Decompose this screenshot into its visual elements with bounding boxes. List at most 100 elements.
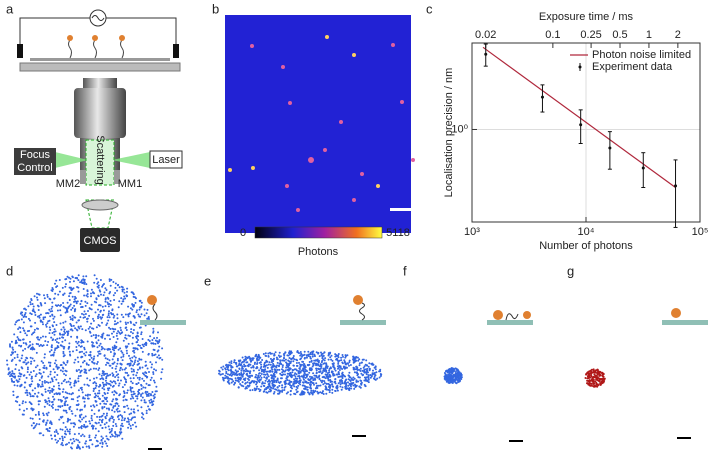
localisation <box>122 353 125 356</box>
localisation <box>260 373 263 375</box>
localisation <box>64 363 67 366</box>
localisation <box>355 384 358 387</box>
localisation <box>367 365 370 368</box>
localisation <box>82 275 85 278</box>
localisation <box>38 368 41 371</box>
localisation <box>124 334 127 337</box>
localisation <box>149 393 152 396</box>
emitter-spot <box>251 166 255 170</box>
localisation <box>22 327 25 330</box>
localisation <box>82 288 85 290</box>
localisation <box>103 374 105 376</box>
localisation <box>39 385 42 388</box>
localisation <box>449 370 452 373</box>
localisation <box>92 425 95 428</box>
localisation <box>289 367 292 370</box>
localisation <box>587 374 590 377</box>
localisation <box>95 439 98 442</box>
localisation <box>138 388 141 391</box>
localisation <box>272 377 275 380</box>
localisation <box>151 339 154 341</box>
localisation <box>67 418 70 421</box>
localisation <box>126 420 129 423</box>
localisation <box>90 425 93 428</box>
localisation <box>67 380 70 383</box>
localisation <box>341 386 344 389</box>
localisation <box>334 382 337 385</box>
localisation <box>56 345 59 347</box>
localisation <box>147 405 150 408</box>
localisation <box>145 312 148 315</box>
localisation <box>104 440 106 443</box>
localisation <box>132 373 135 376</box>
localisation <box>285 361 287 364</box>
localisation <box>329 378 332 381</box>
localisation <box>242 378 245 381</box>
localisation <box>142 386 145 389</box>
localisation <box>66 310 69 313</box>
localisation <box>99 316 102 319</box>
localisation <box>598 370 601 373</box>
localisation <box>246 381 249 384</box>
localisation <box>99 442 102 445</box>
localisation <box>326 373 329 376</box>
localisation <box>21 354 24 357</box>
localisation <box>143 308 146 311</box>
localisation <box>127 305 130 308</box>
localisation <box>115 334 118 337</box>
localisation <box>256 362 259 364</box>
localisation <box>219 373 222 376</box>
localisation <box>133 361 136 364</box>
localisation <box>248 371 251 374</box>
localisation <box>281 359 284 362</box>
localisation <box>66 392 69 395</box>
localisation <box>29 395 32 398</box>
beam <box>55 152 88 168</box>
localisation <box>127 417 129 420</box>
localisation <box>78 395 81 398</box>
localisation <box>235 379 238 382</box>
legend-swatch <box>578 65 582 69</box>
localisation <box>90 417 93 420</box>
localisation <box>40 393 43 396</box>
localisation <box>447 373 450 376</box>
localisation <box>69 277 72 280</box>
localisation <box>53 333 56 336</box>
localisation <box>113 361 116 364</box>
localisation <box>96 346 99 349</box>
setup-diagram: Focus Control Laser Scattering MM2 MM1 C… <box>14 9 183 252</box>
localisation <box>94 392 97 395</box>
localisation <box>269 369 272 372</box>
localisation <box>302 360 305 363</box>
localisation <box>45 323 47 326</box>
localisation <box>34 424 37 427</box>
localisation <box>99 424 102 427</box>
localisation <box>9 343 11 346</box>
x-axis-label: Number of photons <box>539 240 633 252</box>
localisation <box>83 435 86 438</box>
localisation <box>337 382 340 385</box>
localisation <box>98 416 101 418</box>
diagram-label: MM2 <box>56 178 80 190</box>
localisation <box>98 289 101 292</box>
localisation <box>111 358 114 361</box>
localisation <box>127 426 130 429</box>
localisation <box>129 424 132 427</box>
localisation <box>123 368 126 371</box>
localisation <box>62 352 65 355</box>
localisation <box>131 356 134 359</box>
objective <box>74 88 126 138</box>
localisation <box>602 373 604 376</box>
localisation <box>33 328 36 331</box>
localisation <box>38 418 41 420</box>
localisation <box>65 396 68 399</box>
localisation <box>155 369 157 372</box>
localisation <box>301 363 303 366</box>
localisation <box>107 362 110 365</box>
localisation <box>59 428 62 431</box>
localisation <box>96 415 99 418</box>
localisation <box>109 373 112 376</box>
localisation <box>122 399 125 402</box>
localisation <box>13 384 16 387</box>
